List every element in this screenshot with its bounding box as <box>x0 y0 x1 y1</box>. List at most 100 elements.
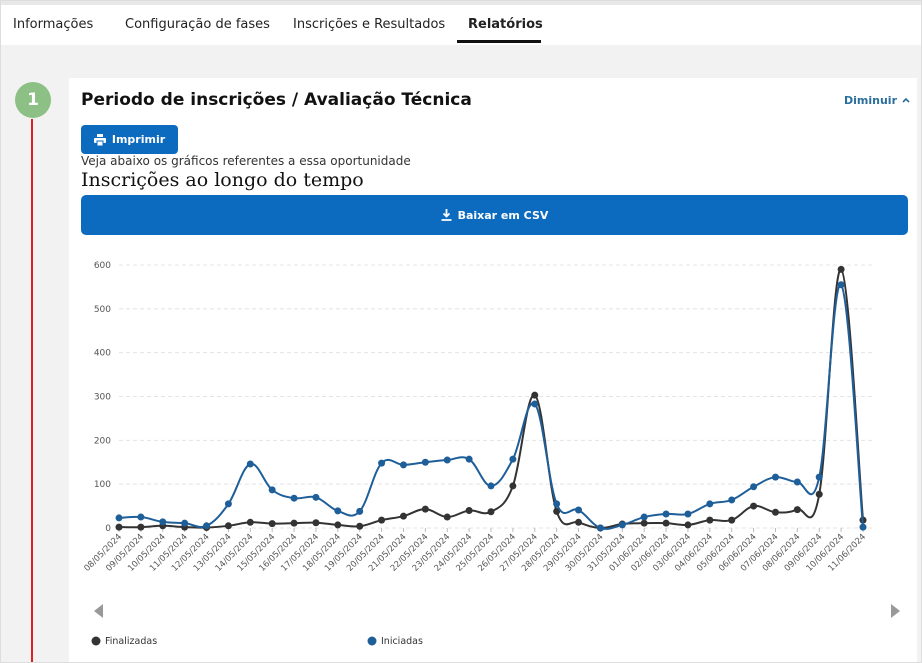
data-point <box>640 513 648 521</box>
data-point <box>378 459 386 467</box>
data-point <box>399 512 407 520</box>
data-point <box>859 523 867 531</box>
data-point <box>815 473 823 481</box>
y-tick-label: 400 <box>94 349 111 359</box>
step-line <box>31 119 33 662</box>
data-point <box>137 523 145 531</box>
collapse-link[interactable]: Diminuir <box>844 94 911 107</box>
legend-entry[interactable]: Finalizadas <box>91 636 158 647</box>
legend-swatch <box>91 636 101 646</box>
data-point <box>750 483 758 491</box>
data-point <box>334 507 342 515</box>
data-point <box>224 522 232 530</box>
data-point <box>684 510 692 518</box>
data-point <box>618 521 626 529</box>
section-title: Periodo de inscrições / Avaliação Técnic… <box>81 90 472 110</box>
collapse-text[interactable]: Diminuir <box>844 94 897 107</box>
data-point <box>793 506 801 514</box>
data-point <box>399 461 407 469</box>
csv-button[interactable]: Baixar em CSV <box>81 195 908 235</box>
printer-icon <box>93 133 106 146</box>
y-tick-label: 0 <box>105 524 111 534</box>
legend-label: Finalizadas <box>105 636 157 647</box>
data-point <box>115 523 123 531</box>
tab[interactable]: Inscrições e Resultados <box>293 17 446 32</box>
data-point <box>312 493 320 501</box>
data-point <box>137 513 145 521</box>
legend-label: Iniciadas <box>381 636 423 647</box>
legend-swatch <box>367 636 377 646</box>
data-point <box>575 518 583 526</box>
data-point <box>662 510 670 518</box>
data-point <box>793 478 801 486</box>
data-point <box>290 519 298 527</box>
data-point <box>771 473 779 481</box>
y-tick-label: 100 <box>94 480 111 490</box>
data-point <box>837 265 845 273</box>
data-point <box>246 460 254 468</box>
y-tick-label: 600 <box>94 261 111 271</box>
y-tick-label: 500 <box>94 305 111 315</box>
chevron-icon <box>902 97 910 103</box>
data-point <box>421 458 429 466</box>
tab[interactable]: Configuração de fases <box>125 17 270 32</box>
data-point <box>268 486 276 494</box>
data-point <box>356 507 364 515</box>
data-point <box>443 456 451 464</box>
data-point <box>596 524 604 532</box>
data-point <box>290 494 298 502</box>
data-point <box>553 507 561 515</box>
data-point <box>378 516 386 524</box>
card <box>69 78 917 662</box>
data-point <box>575 506 583 514</box>
chart-heading: Inscrições ao longo do tempo <box>81 169 364 191</box>
data-point <box>684 521 692 529</box>
tab[interactable]: Informações <box>13 17 94 32</box>
print-button[interactable]: Imprimir <box>81 125 178 154</box>
data-point <box>465 506 473 514</box>
data-point <box>815 490 823 498</box>
data-point <box>181 519 189 527</box>
y-tick-label: 300 <box>94 393 111 403</box>
data-point <box>640 519 648 527</box>
data-point <box>246 518 254 526</box>
data-point <box>837 281 845 289</box>
data-point <box>421 505 429 513</box>
data-point <box>268 520 276 528</box>
series-line <box>118 283 864 530</box>
legend-entry[interactable]: Iniciadas <box>367 636 423 647</box>
print-label[interactable]: Imprimir <box>111 133 166 146</box>
data-point <box>728 516 736 524</box>
y-tick-label: 200 <box>94 436 111 446</box>
data-point <box>312 519 320 527</box>
data-point <box>662 519 670 527</box>
data-point <box>750 502 758 510</box>
data-point <box>509 482 517 490</box>
data-point <box>203 522 211 530</box>
data-point <box>509 455 517 463</box>
tab-bar: Informações Configuração de fases Inscri… <box>1 1 921 45</box>
tab-underline <box>457 40 541 43</box>
data-point <box>443 513 451 521</box>
data-point <box>487 482 495 490</box>
data-point <box>706 516 714 524</box>
data-point <box>334 521 342 529</box>
chart: 010020030040050060008/05/202409/05/20241… <box>82 261 900 647</box>
data-point <box>531 391 539 399</box>
scroll-left[interactable] <box>94 604 103 618</box>
data-point <box>728 496 736 504</box>
download-icon <box>441 209 452 221</box>
tab-active[interactable]: Relatórios <box>468 17 543 32</box>
data-point <box>531 400 539 408</box>
data-point <box>356 522 364 530</box>
data-point <box>115 514 123 522</box>
csv-label[interactable]: Baixar em CSV <box>457 208 549 222</box>
data-point <box>553 500 561 508</box>
scroll-right[interactable] <box>891 604 900 618</box>
data-point <box>487 508 495 516</box>
description: Veja abaixo os gráficos referentes a ess… <box>81 154 411 168</box>
data-point <box>224 500 232 508</box>
data-point <box>465 455 473 463</box>
data-point <box>706 500 714 508</box>
